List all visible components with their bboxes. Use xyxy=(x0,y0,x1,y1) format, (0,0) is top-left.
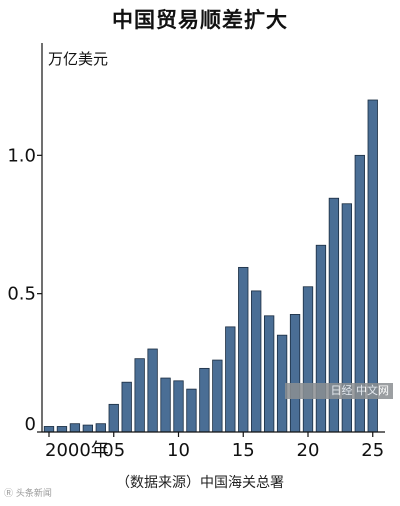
bar-2016 xyxy=(251,290,262,433)
x-tick-label: 10 xyxy=(167,440,190,461)
bar-2012 xyxy=(199,367,210,433)
bar-2007 xyxy=(134,358,145,433)
bar-2013 xyxy=(212,359,223,433)
chart-title: 中国贸易顺差扩大 xyxy=(112,8,288,32)
bar-2015 xyxy=(238,266,249,433)
y-axis-label: 万亿美元 xyxy=(48,50,108,68)
x-tick-label: 2000年 xyxy=(45,440,109,461)
bar-2020 xyxy=(302,286,314,433)
bar-2009 xyxy=(160,377,171,433)
x-tick-label: 15 xyxy=(232,440,255,461)
bar-2003 xyxy=(82,424,93,433)
y-tick-label: 0.5 xyxy=(7,284,36,305)
bar-2004 xyxy=(95,423,106,433)
bar-2014 xyxy=(225,326,236,433)
bar-2021 xyxy=(315,244,327,433)
bar-2001 xyxy=(56,426,68,433)
source-note: （数据来源）中国海关总署 xyxy=(116,475,284,491)
bar-2019 xyxy=(289,314,301,433)
x-tick-label: 05 xyxy=(102,440,125,461)
bar-2010 xyxy=(173,380,184,433)
y-tick-label: 1.0 xyxy=(7,145,36,166)
bar-2005 xyxy=(108,403,119,433)
y-ticks: 0 0.5 1.0 xyxy=(7,145,42,435)
bar-2008 xyxy=(147,348,158,433)
y-tick-label: 0 xyxy=(25,414,36,435)
x-tick-label: 20 xyxy=(297,440,320,461)
bar-2006 xyxy=(121,381,132,433)
watermark-left: Ⓡ 头条新闻 xyxy=(4,489,52,499)
bar-2017 xyxy=(263,315,275,433)
bar-2002 xyxy=(69,423,81,433)
watermark-right: 日经 中文网 xyxy=(285,383,393,399)
bar-2011 xyxy=(186,388,197,433)
bar-2000 xyxy=(43,426,55,433)
x-tick-label: 25 xyxy=(361,440,384,461)
